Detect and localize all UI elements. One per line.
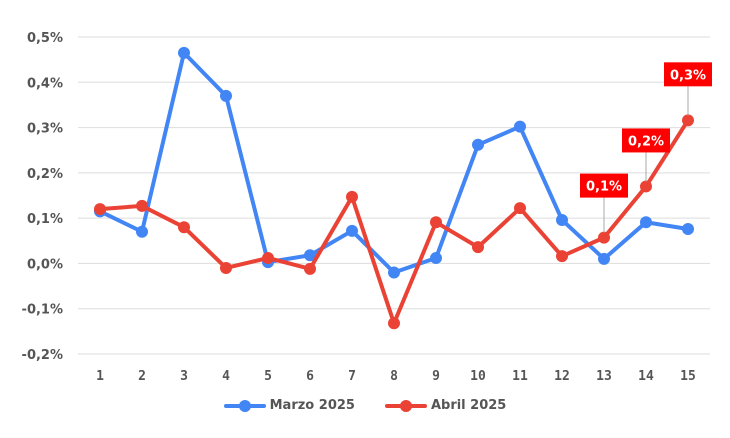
series-abril-2025 (94, 114, 694, 330)
data-point-marker[interactable] (136, 225, 148, 238)
x-tick-label: 4 (222, 369, 230, 384)
x-tick-label: 12 (554, 369, 570, 384)
data-label-annotation: 0,1% (580, 173, 628, 233)
data-point-marker[interactable] (220, 89, 232, 102)
data-point-marker[interactable] (514, 120, 526, 133)
legend-line-marker-icon (384, 399, 427, 412)
gridlines (78, 36, 710, 355)
x-axis-labels: 1 2 3 4 5 6 7 8 9 10 11 12 13 14 15 (96, 369, 696, 384)
x-tick-label: 14 (638, 369, 654, 384)
data-point-marker[interactable] (472, 138, 484, 151)
data-point-marker[interactable] (388, 266, 400, 279)
x-tick-label: 10 (470, 369, 486, 384)
data-point-marker[interactable] (556, 213, 568, 226)
data-point-marker[interactable] (94, 203, 106, 216)
x-tick-label: 5 (264, 369, 272, 384)
data-point-marker[interactable] (598, 231, 610, 244)
series-marzo-2025 (94, 46, 694, 279)
legend-dot (238, 399, 251, 412)
data-point-marker[interactable] (304, 262, 316, 275)
legend-line-marker-icon (223, 399, 266, 412)
data-point-marker[interactable] (682, 114, 694, 127)
x-tick-label: 15 (680, 369, 696, 384)
series-lines (94, 46, 694, 330)
legend-item-marzo-2025[interactable]: Marzo 2025 (223, 398, 355, 413)
data-point-marker[interactable] (388, 317, 400, 330)
x-tick-label: 1 (96, 369, 104, 384)
legend-dot (399, 399, 412, 412)
data-label-annotation: 0,2% (622, 128, 670, 182)
data-point-marker[interactable] (598, 252, 610, 265)
legend: Marzo 2025 Abril 2025 (0, 398, 730, 413)
data-point-marker[interactable] (556, 250, 568, 263)
y-tick-label: 0,4% (27, 76, 63, 91)
data-label-annotation: 0,3% (664, 62, 712, 116)
data-point-marker[interactable] (178, 46, 190, 59)
annotation-text: 0,1% (586, 180, 622, 195)
data-point-marker[interactable] (346, 190, 358, 203)
x-tick-label: 6 (306, 369, 314, 384)
y-tick-label: 0,0% (27, 257, 63, 272)
x-tick-label: 7 (348, 369, 356, 384)
data-point-marker[interactable] (178, 221, 190, 234)
x-tick-label: 3 (180, 369, 188, 384)
annotation-box (580, 173, 628, 198)
y-tick-label: 0,3% (27, 122, 63, 137)
y-axis-labels: -0,2% -0,1% 0,0% 0,1% 0,2% 0,3% 0,4% 0,5% (22, 31, 63, 363)
data-point-marker[interactable] (472, 241, 484, 254)
data-point-marker[interactable] (262, 251, 274, 264)
data-point-marker[interactable] (640, 180, 652, 193)
y-tick-label: 0,1% (27, 212, 63, 227)
data-point-marker[interactable] (304, 249, 316, 262)
data-point-marker[interactable] (346, 224, 358, 237)
x-tick-label: 9 (432, 369, 440, 384)
data-point-marker[interactable] (682, 223, 694, 236)
y-tick-label: -0,2% (22, 348, 63, 363)
legend-label: Marzo 2025 (269, 398, 355, 413)
annotation-box (664, 62, 712, 87)
data-point-marker[interactable] (220, 261, 232, 274)
legend-item-abril-2025[interactable]: Abril 2025 (384, 398, 507, 413)
x-tick-label: 2 (138, 369, 146, 384)
data-point-marker[interactable] (430, 251, 442, 264)
annotation-text: 0,2% (628, 134, 664, 149)
annotation-text: 0,3% (670, 68, 706, 83)
series-line (98, 118, 690, 326)
x-tick-label: 13 (596, 369, 612, 384)
data-point-marker[interactable] (430, 216, 442, 229)
annotation-box (622, 128, 670, 153)
data-point-marker[interactable] (514, 202, 526, 215)
data-label-annotations: 0,1% 0,2% 0,3% (580, 62, 712, 233)
y-tick-label: 0,5% (27, 31, 63, 46)
data-point-marker[interactable] (640, 216, 652, 229)
y-tick-label: 0,2% (27, 167, 63, 182)
legend-label: Abril 2025 (430, 398, 507, 413)
x-tick-label: 8 (390, 369, 398, 384)
data-point-marker[interactable] (136, 199, 148, 212)
x-tick-label: 11 (512, 369, 528, 384)
y-tick-label: -0,1% (22, 303, 63, 318)
